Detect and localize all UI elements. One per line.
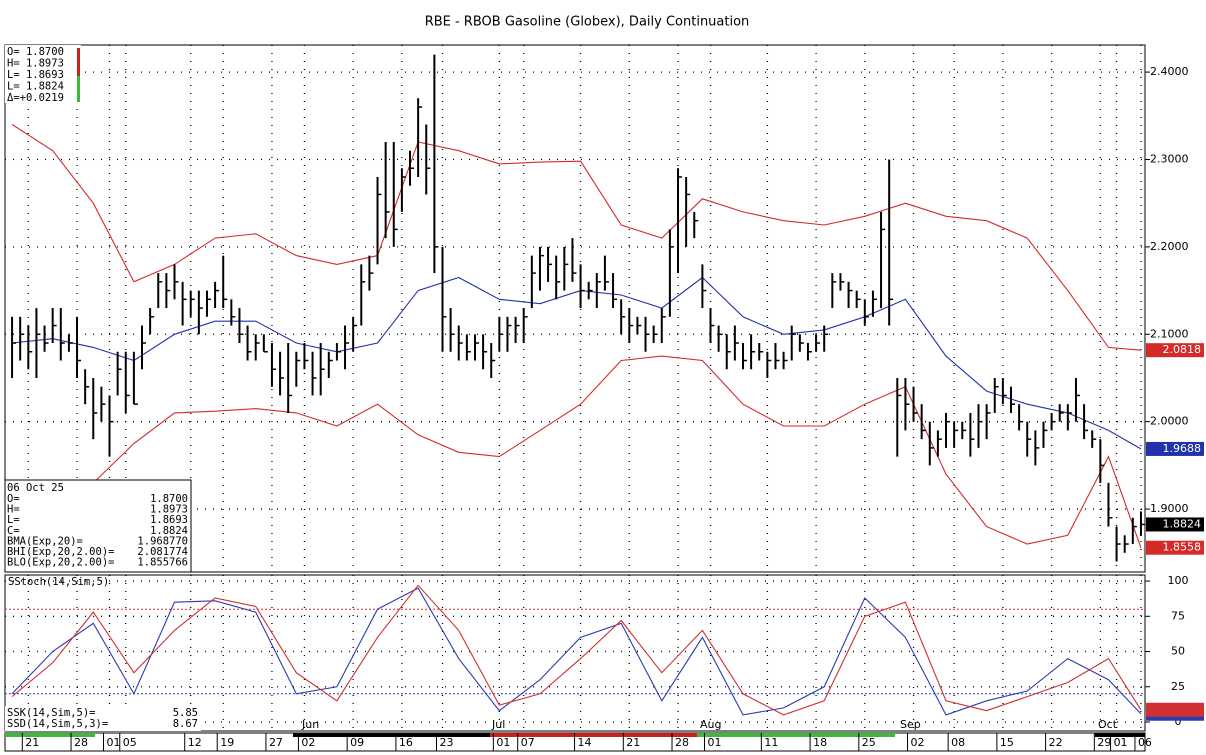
info-top-line: H= 1.8973 bbox=[7, 58, 64, 70]
x-tick-label: 01 bbox=[496, 736, 510, 749]
info-box bbox=[4, 479, 192, 573]
band-line bbox=[11, 124, 1141, 351]
info-top-line: L= 1.8824 bbox=[7, 81, 64, 93]
stoch-info-label: SSD(14,Sim,5,3)= bbox=[7, 718, 108, 730]
plot-area bbox=[11, 54, 1145, 572]
panel-frame bbox=[4, 574, 1146, 732]
info-label: BMA(Exp,20)= bbox=[7, 535, 83, 547]
info-top-green bbox=[77, 76, 80, 102]
y-tick-label: 2.4000 bbox=[1150, 65, 1189, 78]
info-value: 1.968770 bbox=[137, 535, 188, 547]
month-strip bbox=[1095, 733, 1145, 737]
y-tick-label: 75 bbox=[1171, 609, 1185, 622]
y-tick-label: 2.2000 bbox=[1150, 240, 1189, 253]
x-tick-label: 11 bbox=[764, 736, 778, 749]
x-tick-label: 27 bbox=[269, 736, 283, 749]
y-tick-label: 25 bbox=[1171, 680, 1185, 693]
info-top-box bbox=[5, 45, 81, 103]
month-label: Jul bbox=[491, 718, 505, 731]
value-box-label: 1.8558 bbox=[1163, 541, 1202, 554]
x-tick-label: 02 bbox=[301, 736, 315, 749]
value-box-label: 1.8824 bbox=[1163, 517, 1202, 530]
value-box bbox=[1146, 343, 1204, 358]
stoch-info-value: 8.67 bbox=[173, 718, 198, 730]
y-tick-label: 2.3000 bbox=[1150, 152, 1189, 165]
month-strip bbox=[697, 733, 895, 737]
info-top-red bbox=[77, 48, 80, 76]
x-tick-label: 08 bbox=[951, 736, 965, 749]
value-box-label: 2.0818 bbox=[1163, 343, 1202, 356]
info-value: 1.8700 bbox=[150, 493, 188, 505]
info-value: 1.8824 bbox=[150, 525, 188, 537]
x-tick-label: 19 bbox=[220, 736, 234, 749]
stoch-info-box bbox=[5, 706, 201, 731]
x-tick-label: 25 bbox=[862, 736, 876, 749]
y-tick-label: 2.1000 bbox=[1150, 327, 1189, 340]
month-label: Jun bbox=[301, 718, 319, 731]
y-tick-label: 2.0000 bbox=[1150, 415, 1189, 428]
plot-area bbox=[5, 584, 1145, 716]
month-strip bbox=[5, 733, 95, 737]
panel-frame bbox=[4, 44, 1146, 573]
x-tick-label: 09 bbox=[350, 736, 364, 749]
value-box bbox=[1146, 702, 1204, 717]
x-tick-label: 18 bbox=[813, 736, 827, 749]
x-tick-label: 21 bbox=[25, 736, 39, 749]
x-tick-label: 29 bbox=[1097, 736, 1111, 749]
x-tick-label: 01 bbox=[708, 736, 722, 749]
x-tick-label: 06 bbox=[1138, 736, 1152, 749]
y-tick-label: 100 bbox=[1168, 574, 1189, 587]
info-label: BLO(Exp,20,2.00)= bbox=[7, 557, 114, 569]
value-box bbox=[1146, 517, 1204, 532]
info-label: L= bbox=[7, 514, 20, 526]
info-value: 1.8693 bbox=[150, 514, 188, 526]
x-tick-label: 23 bbox=[439, 736, 453, 749]
y-tick-label: 0 bbox=[1175, 715, 1182, 728]
y-tick-label: 50 bbox=[1171, 645, 1185, 658]
info-date: 06 Oct 25 bbox=[7, 482, 64, 494]
info-label: O= bbox=[7, 493, 20, 505]
month-label: Sep bbox=[900, 718, 921, 731]
band-line bbox=[43, 355, 1142, 572]
x-tick-label: 05 bbox=[123, 736, 137, 749]
info-value: 1.8973 bbox=[150, 504, 188, 516]
stoch-line bbox=[11, 584, 1142, 716]
stoch-title: SStoch(14,Sim,5) bbox=[8, 576, 109, 588]
stoch-info-value: 5.85 bbox=[173, 707, 198, 719]
x-tick-label: 16 bbox=[399, 736, 413, 749]
x-tick-label: 21 bbox=[626, 736, 640, 749]
x-tick-label: 12 bbox=[188, 736, 202, 749]
value-box bbox=[1146, 540, 1204, 555]
stoch-line bbox=[11, 587, 1142, 716]
x-tick-label: 07 bbox=[521, 736, 535, 749]
info-value: 2.081774 bbox=[137, 546, 188, 558]
x-tick-label: 15 bbox=[1000, 736, 1014, 749]
x-tick-label: 02 bbox=[911, 736, 925, 749]
value-box-label: 1.9688 bbox=[1163, 442, 1202, 455]
x-tick-label: 01 bbox=[107, 736, 121, 749]
stoch-info-label: SSK(14,Sim,5)= bbox=[7, 707, 96, 719]
x-tick-label: 28 bbox=[74, 736, 88, 749]
x-tick-label: 01 bbox=[1114, 736, 1128, 749]
info-top-line: L= 1.8693 bbox=[7, 69, 64, 81]
x-tick-label: 14 bbox=[578, 736, 592, 749]
value-box bbox=[1146, 441, 1204, 456]
chart-title: RBE - RBOB Gasoline (Globex), Daily Cont… bbox=[425, 15, 750, 30]
info-label: H= bbox=[7, 504, 20, 516]
info-top-line: O= 1.8700 bbox=[7, 46, 64, 58]
band-line bbox=[12, 276, 1142, 450]
info-top-line: Δ=+0.0219 bbox=[7, 92, 64, 104]
month-strip bbox=[293, 733, 490, 737]
y-tick-label: 1.9000 bbox=[1150, 502, 1189, 515]
month-label: Oct bbox=[1098, 718, 1118, 731]
x-tick-label: 22 bbox=[1049, 736, 1063, 749]
month-label: Aug bbox=[700, 718, 721, 731]
info-label: C= bbox=[7, 525, 20, 537]
month-strip bbox=[490, 733, 697, 737]
x-tick-label: 28 bbox=[675, 736, 689, 749]
info-value: 1.855766 bbox=[137, 557, 188, 569]
info-label: BHI(Exp,20,2.00)= bbox=[7, 546, 114, 558]
